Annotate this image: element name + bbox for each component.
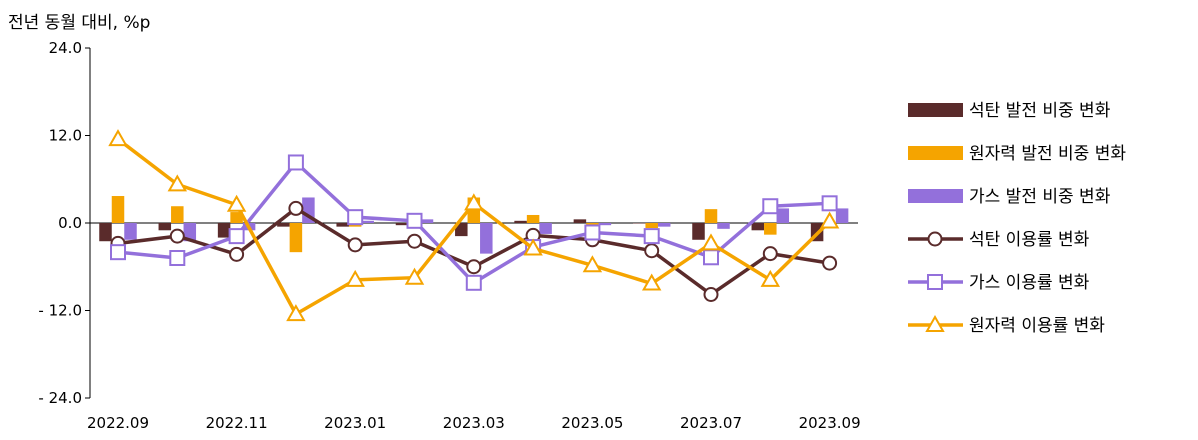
square-marker	[169, 250, 186, 266]
bar	[480, 223, 493, 254]
bar	[183, 223, 197, 242]
circle-marker	[762, 246, 778, 262]
bar	[539, 223, 552, 234]
triangle-marker	[226, 194, 247, 212]
bar	[645, 223, 658, 229]
y-tick-label: - 12.0	[38, 302, 82, 320]
triangle-marker	[582, 255, 603, 273]
legend-label: 석탄 발전 비중 변화	[969, 101, 1111, 121]
square-marker	[347, 209, 364, 226]
x-tick-label: 2022.09	[87, 414, 149, 432]
legend-label: 가스 발전 비중 변화	[969, 187, 1111, 207]
triangle-marker	[925, 314, 945, 332]
triangle-marker	[464, 193, 484, 211]
bar	[776, 208, 790, 223]
square-marker	[762, 198, 779, 215]
bar	[171, 206, 184, 223]
circle-marker	[229, 246, 245, 262]
x-tick-label: 2023.09	[799, 414, 861, 432]
bar	[230, 212, 243, 223]
bar	[336, 223, 349, 227]
y-axis-unit-label: 전년 동월 대비, %p	[8, 13, 151, 33]
bar	[277, 223, 290, 227]
circle-marker	[644, 243, 660, 259]
bar	[361, 220, 374, 223]
lines	[108, 129, 840, 322]
y-tick-label: - 24.0	[38, 389, 82, 407]
circle-marker	[466, 259, 482, 275]
triangle-marker	[345, 269, 365, 287]
legend-label: 원자력 발전 비중 변화	[969, 144, 1126, 164]
triangle-marker	[167, 174, 188, 192]
circle-marker	[407, 233, 422, 249]
circle-marker	[703, 286, 719, 302]
bar	[717, 223, 730, 229]
x-tick-label: 2023.03	[443, 414, 505, 432]
y-tick-label: 24.0	[49, 39, 82, 57]
bar	[657, 223, 671, 227]
x-tick-label: 2022.11	[206, 414, 268, 432]
legend-swatch	[908, 189, 963, 203]
triangle-marker	[286, 304, 306, 322]
circle-marker	[822, 255, 838, 271]
square-marker	[821, 195, 838, 212]
bar	[526, 214, 540, 223]
triangle-marker	[760, 269, 781, 287]
legend-label: 원자력 이용률 변화	[969, 316, 1105, 336]
bar	[99, 223, 112, 242]
square-marker	[465, 274, 482, 291]
triangle-marker	[523, 238, 543, 256]
legend-label: 석탄 이용률 변화	[969, 230, 1090, 250]
square-marker	[406, 212, 423, 229]
bar	[395, 223, 409, 226]
square-marker	[287, 154, 304, 171]
square-marker	[228, 228, 245, 245]
triangle-marker	[404, 267, 425, 285]
bar	[111, 196, 125, 223]
circle-marker	[347, 237, 363, 253]
x-tick-label: 2023.05	[561, 414, 623, 432]
bar	[835, 208, 849, 223]
bar	[455, 223, 468, 237]
bar	[586, 223, 599, 226]
bar	[704, 209, 718, 223]
bar	[124, 223, 137, 240]
legend-label: 가스 이용률 변화	[969, 273, 1090, 293]
bar	[573, 219, 587, 223]
square-marker	[110, 244, 126, 261]
circle-marker	[169, 228, 185, 244]
bar	[289, 223, 303, 253]
square-marker	[584, 224, 601, 241]
bar	[632, 223, 646, 224]
bar	[217, 223, 231, 238]
circle-marker	[288, 200, 304, 216]
legend-swatch	[908, 103, 963, 117]
bar	[692, 223, 705, 240]
square-marker	[703, 249, 719, 266]
triangle-marker	[819, 211, 840, 229]
square-marker	[643, 228, 660, 245]
circle-marker	[927, 231, 943, 247]
square-marker	[927, 274, 943, 290]
y-tick-label: 0.0	[58, 214, 82, 232]
bar	[514, 220, 527, 223]
x-tick-label: 2023.07	[680, 414, 742, 432]
x-tick-label: 2023.01	[324, 414, 386, 432]
bar	[751, 223, 765, 231]
bar	[158, 223, 172, 231]
bar	[420, 219, 434, 223]
bar	[764, 223, 777, 235]
bar	[598, 223, 612, 226]
triangle-marker	[108, 129, 128, 147]
triangle-marker	[701, 233, 721, 251]
legend-swatch	[908, 146, 963, 160]
triangle-marker	[641, 273, 662, 291]
y-tick-label: 12.0	[49, 127, 82, 145]
